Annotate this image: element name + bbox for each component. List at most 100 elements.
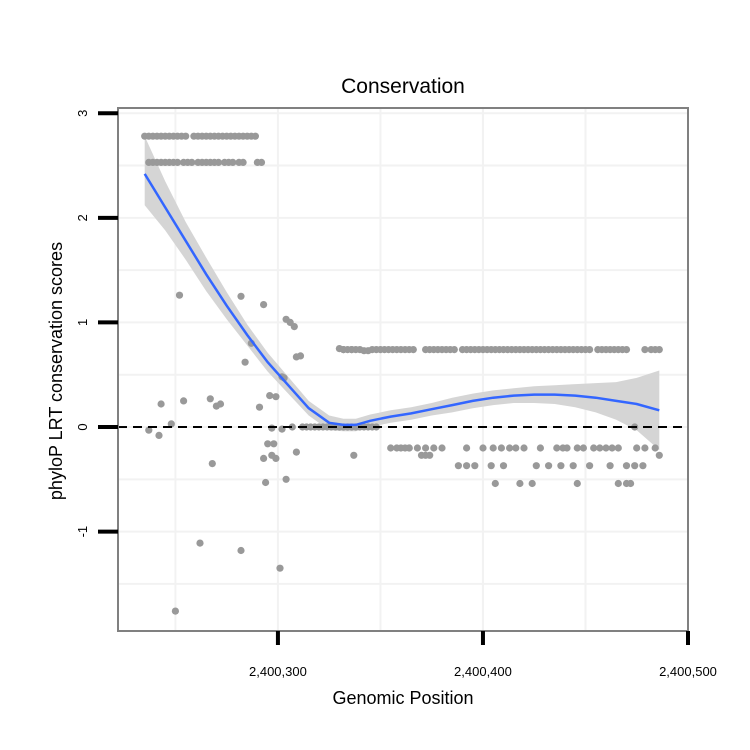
- data-point: [216, 400, 225, 408]
- data-point: [350, 451, 358, 459]
- data-point: [573, 479, 581, 488]
- data-point: [563, 444, 571, 452]
- data-point: [606, 462, 614, 470]
- y-tick-label: 1: [75, 319, 90, 326]
- plot-frame: [117, 107, 689, 632]
- data-point: [528, 479, 536, 488]
- data-point: [229, 158, 237, 166]
- data-point: [237, 546, 245, 555]
- data-point: [262, 478, 270, 487]
- data-point: [208, 460, 216, 468]
- y-axis-ticks: -1 0 1 2 3: [75, 110, 118, 538]
- data-point: [272, 454, 280, 462]
- data-point: [608, 444, 616, 452]
- data-point: [348, 346, 356, 354]
- data-point: [268, 424, 276, 432]
- data-point: [622, 346, 631, 354]
- data-point: [614, 479, 622, 488]
- data-point: [627, 479, 635, 488]
- x-axis-ticks: 2,400,300 2,400,400 2,400,500: [249, 631, 717, 679]
- data-point: [167, 420, 175, 428]
- data-point: [545, 462, 553, 470]
- x-tick-label: 2,400,300: [249, 664, 307, 679]
- data-point: [266, 392, 274, 400]
- data-point: [622, 462, 631, 470]
- data-point: [655, 346, 663, 354]
- data-point: [180, 397, 188, 405]
- data-point: [251, 132, 259, 140]
- data-point: [614, 444, 622, 452]
- data-point: [586, 346, 594, 354]
- data-point: [491, 479, 499, 488]
- data-point: [596, 444, 604, 452]
- data-point: [282, 475, 290, 483]
- data-point: [641, 444, 649, 452]
- data-point: [214, 158, 223, 166]
- data-point: [387, 444, 395, 452]
- x-tick-label: 2,400,400: [454, 664, 512, 679]
- x-axis-label: Genomic Position: [332, 688, 473, 708]
- data-point: [173, 158, 182, 166]
- data-point: [557, 462, 565, 470]
- data-point: [257, 158, 266, 166]
- data-point: [264, 440, 272, 448]
- y-tick-label: 0: [75, 423, 90, 430]
- x-tick-label: 2,400,500: [659, 664, 717, 679]
- data-point: [590, 444, 598, 452]
- data-point: [270, 440, 278, 448]
- data-point: [579, 444, 588, 452]
- data-point: [405, 444, 413, 452]
- data-point: [276, 564, 284, 572]
- data-point: [651, 444, 659, 452]
- data-point: [255, 403, 264, 411]
- data-point: [497, 444, 505, 452]
- data-point: [520, 444, 528, 452]
- data-point: [296, 352, 305, 360]
- data-point: [471, 462, 479, 470]
- data-point: [175, 291, 184, 299]
- data-point: [454, 462, 462, 470]
- data-point: [532, 462, 540, 470]
- y-axis-label: phyloP LRT conservation scores: [46, 242, 66, 500]
- data-point: [430, 444, 438, 452]
- data-point: [290, 323, 298, 331]
- data-point: [237, 292, 245, 300]
- y-tick-label: -1: [75, 526, 90, 538]
- data-point: [422, 444, 430, 452]
- data-point: [479, 444, 487, 452]
- data-point: [489, 444, 497, 452]
- smooth-line: [143, 173, 660, 427]
- data-point: [145, 426, 153, 434]
- data-point: [487, 462, 495, 470]
- data-point: [171, 607, 179, 615]
- data-point: [639, 462, 647, 470]
- data-point: [633, 444, 641, 452]
- data-point: [631, 462, 639, 470]
- data-point: [463, 462, 471, 470]
- data-point: [157, 400, 165, 408]
- confidence-band: [144, 136, 660, 450]
- data-point: [586, 462, 594, 470]
- data-point: [463, 444, 471, 452]
- data-point: [272, 393, 280, 401]
- data-point: [196, 539, 204, 547]
- data-point: [499, 462, 508, 470]
- data-point: [339, 346, 348, 354]
- data-point: [288, 423, 296, 431]
- data-point: [450, 346, 458, 354]
- data-point: [512, 444, 520, 452]
- chart-title: Conservation: [341, 75, 465, 98]
- data-point: [260, 454, 268, 462]
- data-point: [206, 395, 214, 403]
- data-point: [182, 132, 190, 140]
- smooth-curve: [143, 173, 660, 427]
- data-point: [260, 301, 268, 309]
- data-point: [413, 444, 421, 452]
- confidence-band-area: [144, 136, 660, 450]
- data-point: [188, 158, 196, 166]
- data-point: [155, 431, 163, 439]
- data-point: [602, 444, 610, 452]
- y-tick-label: 3: [75, 110, 90, 117]
- data-point: [368, 346, 376, 354]
